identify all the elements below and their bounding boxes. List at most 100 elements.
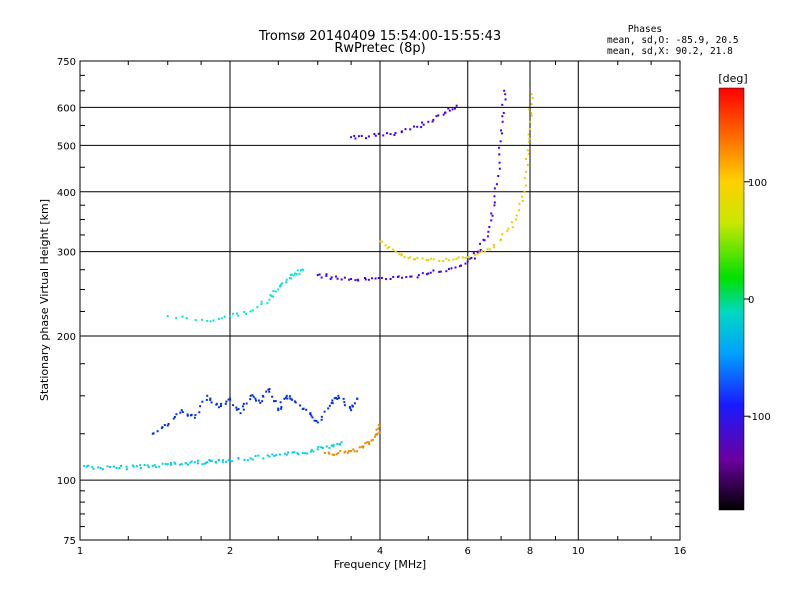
data-point bbox=[87, 464, 90, 467]
data-point bbox=[254, 397, 257, 400]
data-point bbox=[143, 464, 146, 467]
data-point bbox=[237, 457, 240, 460]
data-point bbox=[328, 446, 331, 449]
data-point bbox=[500, 238, 503, 241]
data-point bbox=[156, 430, 159, 433]
data-point bbox=[468, 256, 471, 259]
data-point bbox=[360, 134, 363, 137]
data-point bbox=[284, 452, 287, 455]
data-point bbox=[364, 137, 367, 140]
data-point bbox=[194, 413, 197, 416]
y-tick-label: 750 bbox=[57, 57, 76, 68]
data-point bbox=[373, 435, 376, 438]
data-point bbox=[530, 114, 533, 117]
data-point bbox=[526, 164, 529, 167]
data-point bbox=[257, 454, 260, 457]
data-point bbox=[245, 313, 248, 316]
data-point bbox=[197, 462, 200, 465]
data-point bbox=[380, 276, 383, 279]
data-point bbox=[332, 443, 335, 446]
data-point bbox=[382, 134, 385, 137]
data-point bbox=[209, 460, 212, 463]
data-point bbox=[362, 446, 365, 449]
data-point bbox=[254, 454, 257, 457]
data-point bbox=[466, 256, 469, 259]
data-point bbox=[497, 175, 500, 178]
data-point bbox=[368, 443, 371, 446]
data-point bbox=[355, 450, 358, 453]
data-point bbox=[368, 441, 371, 444]
data-point bbox=[458, 265, 461, 268]
data-point bbox=[344, 450, 347, 453]
data-point bbox=[217, 317, 220, 320]
data-point bbox=[201, 400, 204, 403]
x-tick-label: 4 bbox=[377, 546, 383, 557]
data-point bbox=[208, 459, 211, 462]
data-point bbox=[495, 183, 498, 186]
data-point bbox=[530, 92, 533, 95]
data-point bbox=[241, 405, 244, 408]
data-point bbox=[147, 466, 150, 469]
data-point bbox=[474, 253, 477, 256]
data-point bbox=[316, 274, 319, 277]
data-point bbox=[464, 262, 467, 265]
data-point bbox=[353, 402, 356, 405]
data-point bbox=[363, 276, 366, 279]
data-point bbox=[403, 256, 406, 259]
data-point bbox=[224, 402, 227, 405]
data-point bbox=[377, 132, 380, 135]
data-point bbox=[280, 407, 283, 410]
x-tick-label: 8 bbox=[527, 546, 533, 557]
data-point bbox=[528, 137, 531, 140]
data-point bbox=[493, 187, 496, 190]
data-point bbox=[206, 461, 209, 464]
data-point bbox=[118, 467, 121, 470]
x-tick-label: 6 bbox=[465, 546, 471, 557]
data-point bbox=[491, 214, 494, 217]
data-point bbox=[227, 398, 230, 401]
data-point bbox=[347, 450, 350, 453]
data-point bbox=[287, 451, 290, 454]
data-point bbox=[320, 276, 323, 279]
data-point bbox=[120, 464, 123, 467]
data-point bbox=[401, 276, 404, 279]
data-point bbox=[364, 442, 367, 445]
data-point bbox=[327, 407, 330, 410]
data-point bbox=[389, 277, 392, 280]
data-point bbox=[455, 104, 458, 107]
data-point bbox=[242, 408, 245, 411]
data-point bbox=[198, 411, 201, 414]
data-point bbox=[498, 146, 501, 149]
data-point bbox=[161, 462, 164, 465]
data-point bbox=[201, 463, 204, 466]
data-point bbox=[215, 461, 218, 464]
data-point bbox=[335, 453, 338, 456]
data-point bbox=[416, 125, 419, 128]
data-point bbox=[493, 204, 496, 207]
data-point bbox=[196, 459, 199, 462]
data-point bbox=[354, 137, 357, 140]
data-point bbox=[271, 395, 274, 398]
data-point bbox=[427, 272, 430, 275]
data-point bbox=[181, 410, 184, 413]
data-point bbox=[453, 107, 456, 110]
data-point bbox=[521, 195, 524, 198]
data-point bbox=[421, 257, 424, 260]
data-point bbox=[295, 272, 298, 275]
data-point bbox=[486, 248, 489, 251]
data-point bbox=[179, 463, 182, 466]
data-point bbox=[245, 402, 248, 405]
data-point bbox=[367, 135, 370, 138]
data-point bbox=[163, 424, 166, 427]
data-point bbox=[501, 115, 504, 118]
data-point bbox=[166, 424, 169, 427]
data-point bbox=[269, 294, 272, 297]
colorbar-ticks: 100 0 -100 bbox=[744, 178, 771, 423]
data-point bbox=[315, 419, 318, 422]
data-point bbox=[427, 120, 430, 123]
data-point bbox=[277, 407, 280, 410]
data-point bbox=[304, 452, 307, 455]
data-point bbox=[186, 413, 189, 416]
data-point bbox=[325, 445, 328, 448]
data-point bbox=[158, 465, 161, 468]
